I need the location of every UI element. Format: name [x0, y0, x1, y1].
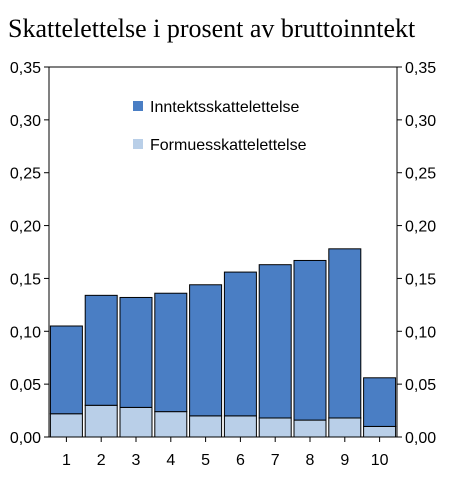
x-tick-label: 6: [236, 452, 245, 469]
plot-frame: [48, 66, 398, 438]
bar-inntektsskatt: [119, 296, 153, 408]
bar-formuesskatt: [84, 404, 118, 438]
bar-formuesskatt: [223, 415, 257, 438]
legend-label: Formuesskattelettelse: [150, 137, 307, 154]
y-tick-label-right: 0,35: [405, 60, 436, 77]
y-tick-label-right: 0,15: [405, 271, 436, 288]
y-tick-label-left: 0,10: [10, 324, 41, 341]
bar-inntektsskatt: [363, 377, 397, 427]
y-tick-label-left: 0,00: [10, 430, 41, 447]
x-tick-label: 7: [271, 452, 280, 469]
x-tick-label: 1: [62, 452, 71, 469]
bar-inntektsskatt: [49, 325, 83, 415]
bar-inntektsskatt: [328, 248, 362, 419]
bar-formuesskatt: [154, 411, 188, 438]
bar-formuesskatt: [189, 415, 223, 438]
y-tick-label-right: 0,20: [405, 219, 436, 236]
legend-swatch: [133, 101, 143, 111]
y-tick-label-right: 0,25: [405, 166, 436, 183]
tick-labels: 0,00 0,00 0,05 0,05 0,10 0,10 0,15 0,15 0,20 0,20…: [10, 60, 436, 469]
y-tick-label-left: 0,35: [10, 60, 41, 77]
y-tick-label-left: 0,05: [10, 377, 41, 394]
y-tick-label-right: 0,00: [405, 430, 436, 447]
y-tick-label-left: 0,25: [10, 166, 41, 183]
y-tick-label-right: 0,10: [405, 324, 436, 341]
chart-title: Skattelettelse i prosent av bruttoinntek…: [8, 14, 416, 43]
bar-formuesskatt: [119, 406, 153, 438]
y-tick-label-right: 0,30: [405, 113, 436, 130]
x-tick-label: 5: [201, 452, 210, 469]
bar-inntektsskatt: [258, 264, 292, 419]
y-tick-label-left: 0,30: [10, 113, 41, 130]
x-tick-label: 2: [97, 452, 106, 469]
bar-inntektsskatt: [223, 271, 257, 417]
legend-swatch: [133, 139, 143, 149]
y-tick-label-right: 0,05: [405, 377, 436, 394]
bars: [49, 248, 397, 438]
axes: [44, 66, 402, 442]
legend-label: Inntektsskattelettelse: [150, 99, 300, 116]
bar-inntektsskatt: [189, 284, 223, 417]
bar-inntektsskatt: [293, 259, 327, 421]
bar-inntektsskatt: [154, 292, 188, 413]
bar-formuesskatt: [49, 413, 83, 438]
bar-formuesskatt: [328, 417, 362, 438]
x-tick-label: 10: [371, 452, 389, 469]
bar-inntektsskatt: [84, 294, 118, 406]
bar-formuesskatt: [293, 419, 327, 438]
bar-formuesskatt: [363, 425, 397, 438]
x-tick-label: 4: [166, 452, 175, 469]
x-tick-label: 3: [132, 452, 141, 469]
y-tick-label-left: 0,20: [10, 219, 41, 236]
bar-formuesskatt: [258, 417, 292, 438]
x-tick-label: 9: [340, 452, 349, 469]
legend: Inntektsskattelettelse Formuesskattelette…: [133, 99, 307, 154]
x-tick-label: 8: [306, 452, 315, 469]
y-tick-label-left: 0,15: [10, 271, 41, 288]
